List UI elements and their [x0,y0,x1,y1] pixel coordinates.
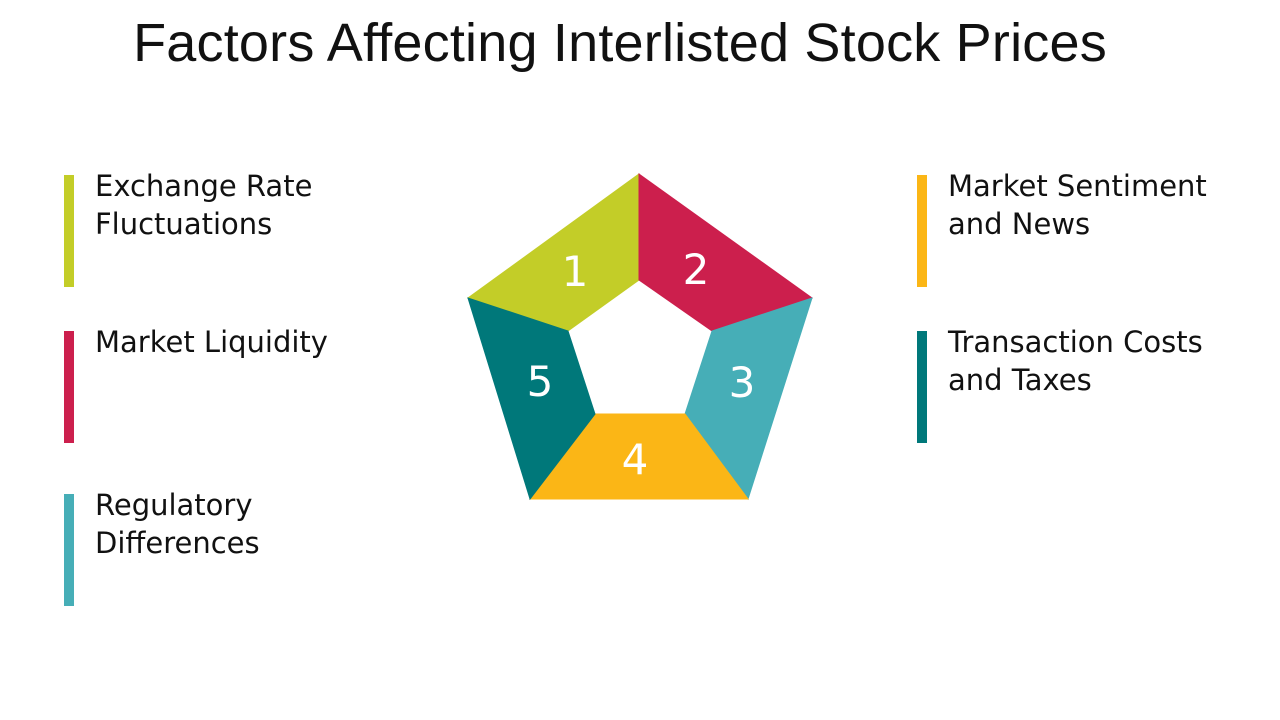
factor-item-transaction-costs: Transaction Costs and Taxes [917,325,1247,443]
pentagon-segment-5 [467,297,596,501]
factor-label: Market Sentiment and News [948,169,1207,241]
factor-item-market-liquidity: Market Liquidity [64,325,394,443]
factor-label: Regulatory Differences [95,488,260,560]
factor-item-market-sentiment: Market Sentiment and News [917,169,1247,287]
pentagon-number-1: 1 [562,247,589,296]
factor-color-bar [64,175,74,287]
pentagon-number-2: 2 [683,245,710,294]
pentagon-diagram: 1 2 3 4 5 [440,160,840,520]
factor-item-exchange-rate: Exchange Rate Fluctuations [64,169,394,287]
factor-color-bar [917,331,927,443]
factor-color-bar [64,331,74,443]
pentagon-number-5: 5 [527,357,554,406]
factor-color-bar [64,494,74,606]
pentagon-number-3: 3 [729,358,756,407]
pentagon-number-4: 4 [622,435,649,484]
pentagon-svg: 1 2 3 4 5 [466,173,814,501]
factor-label: Transaction Costs and Taxes [948,325,1203,397]
factor-label: Market Liquidity [95,325,328,359]
slide-title: Factors Affecting Interlisted Stock Pric… [133,13,1107,73]
factor-item-regulatory-differences: Regulatory Differences [64,488,394,606]
factor-label: Exchange Rate Fluctuations [95,169,313,241]
factor-color-bar [917,175,927,287]
